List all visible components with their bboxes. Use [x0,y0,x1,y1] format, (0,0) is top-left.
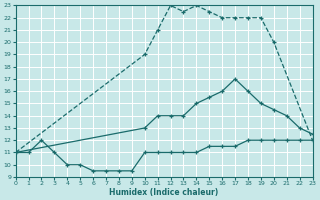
X-axis label: Humidex (Indice chaleur): Humidex (Indice chaleur) [109,188,219,197]
